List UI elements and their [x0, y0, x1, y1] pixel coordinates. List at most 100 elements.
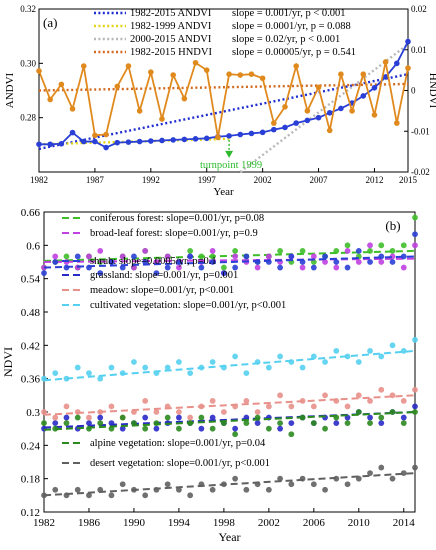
point-andvi — [181, 136, 188, 143]
point-b — [254, 481, 261, 488]
trend-line-a — [38, 73, 409, 151]
point-b — [288, 481, 295, 488]
point-b — [142, 247, 149, 254]
point-b — [277, 247, 283, 254]
trend-line-b — [43, 255, 416, 269]
legend-stat-a: slope = 0.001/yr, p < 0.001 — [232, 8, 346, 19]
x-tick-label-b: 2006 — [303, 517, 326, 529]
point-b — [119, 414, 126, 421]
point-andvi — [114, 139, 121, 146]
point-andvi — [226, 133, 232, 139]
point-b — [131, 253, 137, 260]
point-b — [176, 359, 182, 365]
series-line-andvi — [39, 41, 409, 149]
y-tick-label-b: 0.24 — [21, 440, 41, 452]
point-b — [310, 403, 317, 410]
y-right-axis-title-a: HNDVI — [427, 73, 436, 109]
point-b — [176, 259, 182, 265]
point-b — [299, 259, 306, 265]
point-b — [400, 470, 407, 477]
point-b — [344, 247, 351, 254]
point-hndvi — [360, 71, 367, 77]
point-b — [52, 370, 59, 377]
point-hndvi — [58, 81, 65, 88]
point-b — [176, 486, 182, 493]
point-b — [277, 353, 283, 360]
trend-line-a — [239, 43, 409, 173]
point-b — [355, 359, 362, 365]
point-b — [355, 392, 362, 399]
point-b — [153, 420, 160, 427]
point-b — [322, 392, 328, 399]
y-right-tick-label-a: 0 — [411, 86, 416, 96]
point-andvi — [293, 120, 299, 126]
point-b — [412, 403, 418, 410]
point-hndvi — [69, 106, 76, 112]
legend-label-b: shrub: slope=0.0005/yr, p=0.1 — [90, 256, 217, 267]
turnpoint-annotation: turnpoint 1999 — [200, 160, 262, 171]
legend-label-b: broad-leaf forest: slope=0.001/yr, p=0.9 — [90, 228, 258, 239]
point-b — [209, 397, 216, 404]
point-b — [322, 486, 328, 493]
point-b — [142, 414, 149, 421]
y-tick-label-b: 0.36 — [21, 374, 41, 386]
point-b — [97, 270, 104, 277]
point-b — [288, 359, 295, 365]
x-tick-label-b: 1990 — [123, 517, 146, 529]
point-b — [333, 264, 340, 271]
point-b — [131, 359, 137, 365]
point-b — [243, 370, 250, 377]
x-tick-label-b: 1982 — [33, 517, 55, 529]
point-andvi — [237, 131, 244, 138]
point-b — [367, 259, 373, 265]
point-b — [63, 403, 70, 410]
point-b — [74, 486, 81, 493]
point-b — [412, 409, 418, 415]
point-b — [97, 409, 104, 415]
point-b — [299, 475, 306, 482]
legend-stat-a: slope = 0.00005/yr, p = 0.541 — [232, 47, 356, 58]
point-andvi — [148, 138, 154, 144]
point-hndvi — [114, 83, 121, 90]
point-b — [63, 420, 70, 427]
legend-label-b: desert vegetation: slope=0.001/yr, p<0.0… — [90, 458, 270, 469]
x-axis-title-b: Year — [218, 530, 240, 544]
point-b — [86, 253, 92, 260]
point-b — [86, 264, 92, 271]
point-b — [41, 409, 47, 415]
x-tick-label-a: 1992 — [142, 175, 160, 185]
point-b — [333, 397, 340, 404]
point-b — [209, 425, 216, 432]
point-b — [254, 420, 261, 427]
point-b — [243, 253, 250, 260]
point-b — [86, 370, 92, 377]
point-b — [367, 420, 373, 427]
point-b — [322, 359, 328, 365]
trend-line-b — [43, 394, 416, 416]
point-b — [41, 420, 47, 427]
point-b — [108, 259, 115, 265]
point-b — [322, 259, 328, 265]
point-b — [310, 353, 317, 360]
point-b — [333, 247, 340, 254]
trend-line-b — [43, 411, 416, 431]
point-andvi — [248, 130, 255, 137]
point-andvi — [405, 38, 411, 45]
point-b — [97, 420, 104, 427]
point-b — [142, 425, 149, 432]
point-b — [232, 264, 239, 271]
point-b — [131, 409, 137, 415]
point-b — [142, 364, 149, 371]
point-b — [367, 470, 373, 477]
point-b — [108, 492, 115, 499]
point-b — [299, 397, 306, 404]
point-b — [63, 264, 70, 271]
y-right-tick-label-a: -0.01 — [411, 126, 430, 136]
point-b — [52, 420, 59, 427]
point-b — [153, 425, 160, 432]
point-hndvi — [271, 120, 277, 126]
point-b — [389, 259, 396, 265]
panel-b-frame — [43, 211, 416, 513]
point-andvi — [47, 141, 53, 148]
point-andvi — [304, 117, 311, 124]
